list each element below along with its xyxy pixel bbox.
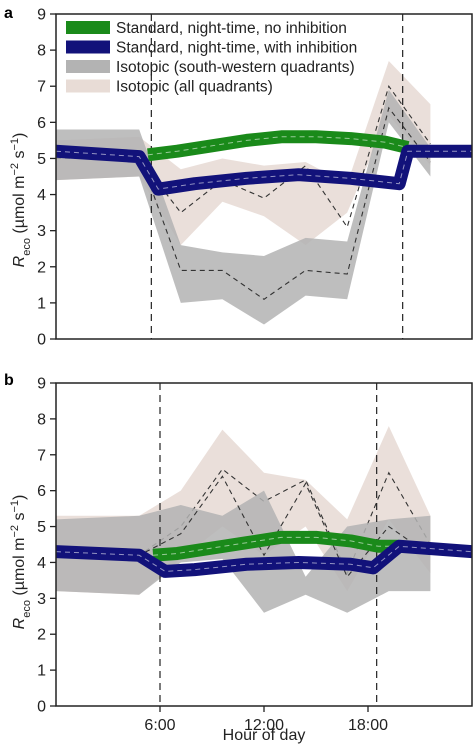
band-a-all-quadrants xyxy=(56,60,431,246)
ylabel-mid: s xyxy=(11,151,28,163)
panel-b-x-ticks: 6:00 12:00 18:00 xyxy=(144,706,388,734)
y-tick-label-b-7: 7 xyxy=(37,447,46,464)
y-tick-label-b-4: 4 xyxy=(37,555,46,572)
y-tick-label-b-9: 9 xyxy=(37,376,46,393)
legend-swatch-2 xyxy=(66,60,110,73)
legend: Standard, night-time, no inhibition Stand… xyxy=(66,20,357,96)
panel-letter-a: a xyxy=(4,5,13,22)
x-tick-label-b-12: 12:00 xyxy=(244,717,284,734)
ylabel-open: (µmol m xyxy=(11,176,28,239)
y-tick-label-b-0: 0 xyxy=(37,699,46,716)
ylabel-close: ) xyxy=(11,133,28,138)
panel-a-y-axis-label: Reco (µmol m−2 s−1) xyxy=(9,133,33,268)
legend-swatch-0 xyxy=(66,21,110,34)
panel-b-plot-frame xyxy=(55,382,473,707)
panel-letter-b: b xyxy=(4,372,14,389)
panel-a-plot-frame xyxy=(55,13,473,340)
band-b-south-western xyxy=(56,490,431,613)
y-tick-label-b-8: 8 xyxy=(37,411,46,428)
band-mid-line-b-1 xyxy=(56,475,431,578)
panel-a: a 0 1 2 3 4 5 6 7 8 9 Reco (µmol m−2 s−1) Standar… xyxy=(4,5,473,349)
line-b-with-inhibition xyxy=(56,539,472,578)
ylabel-exp1: −2 xyxy=(9,163,21,176)
x-tick-label-b-6: 6:00 xyxy=(144,717,175,734)
y-tick-label-a-6: 6 xyxy=(37,115,46,132)
ylabel-open: (µmol m xyxy=(11,538,28,601)
band-mid-line-a-1 xyxy=(56,106,431,300)
line-center-dash-a-0 xyxy=(147,136,408,156)
y-tick-label-b-6: 6 xyxy=(37,483,46,500)
panel-b-y-axis-label: Reco (µmol m−2 s−1) xyxy=(9,495,33,630)
legend-label-3: Isotopic (all quadrants) xyxy=(116,79,273,96)
band-a-south-western xyxy=(56,89,431,325)
ylabel-sub: eco xyxy=(21,238,33,256)
y-tick-label-a-8: 8 xyxy=(37,43,46,60)
y-tick-label-b-5: 5 xyxy=(37,519,46,536)
legend-swatch-3 xyxy=(66,79,110,93)
ylabel-r: R xyxy=(11,617,28,629)
y-tick-label-a-1: 1 xyxy=(37,295,46,312)
panel-b-x-axis-label: Hour of day xyxy=(223,727,306,744)
y-tick-label-b-3: 3 xyxy=(37,591,46,608)
ylabel-exp1: −2 xyxy=(9,525,21,538)
y-tick-label-a-0: 0 xyxy=(37,332,46,349)
legend-label-0: Standard, night-time, no inhibition xyxy=(116,20,347,37)
y-tick-label-b-2: 2 xyxy=(37,627,46,644)
line-center-dash-a-1 xyxy=(56,150,472,190)
y-tick-label-a-3: 3 xyxy=(37,223,46,240)
y-tick-label-a-2: 2 xyxy=(37,259,46,276)
panel-a-y-ticks: 0 1 2 3 4 5 6 7 8 9 xyxy=(37,7,56,349)
ylabel-close: ) xyxy=(11,495,28,500)
ylabel-r: R xyxy=(11,255,28,267)
y-tick-label-a-4: 4 xyxy=(37,187,46,204)
y-tick-label-a-7: 7 xyxy=(37,79,46,96)
ylabel-exp2: −1 xyxy=(9,500,21,513)
y-tick-label-b-1: 1 xyxy=(37,663,46,680)
ylabel-mid: s xyxy=(11,513,28,525)
line-center-dash-b-0 xyxy=(153,536,400,556)
ylabel-exp2: −1 xyxy=(9,138,21,151)
ylabel-sub: eco xyxy=(21,600,33,618)
legend-label-2: Isotopic (south-western quadrants) xyxy=(116,59,355,76)
y-tick-label-a-5: 5 xyxy=(37,151,46,168)
x-tick-label-b-18: 18:00 xyxy=(348,717,388,734)
y-tick-label-a-9: 9 xyxy=(37,7,46,24)
legend-swatch-1 xyxy=(66,40,110,54)
legend-label-1: Standard, night-time, with inhibition xyxy=(116,40,357,57)
panel-b: b 0 1 2 3 4 5 6 7 8 9 6:00 12:00 18:00 Reco (µmol m… xyxy=(4,372,473,744)
panel-b-y-ticks: 0 1 2 3 4 5 6 7 8 9 xyxy=(37,376,56,716)
